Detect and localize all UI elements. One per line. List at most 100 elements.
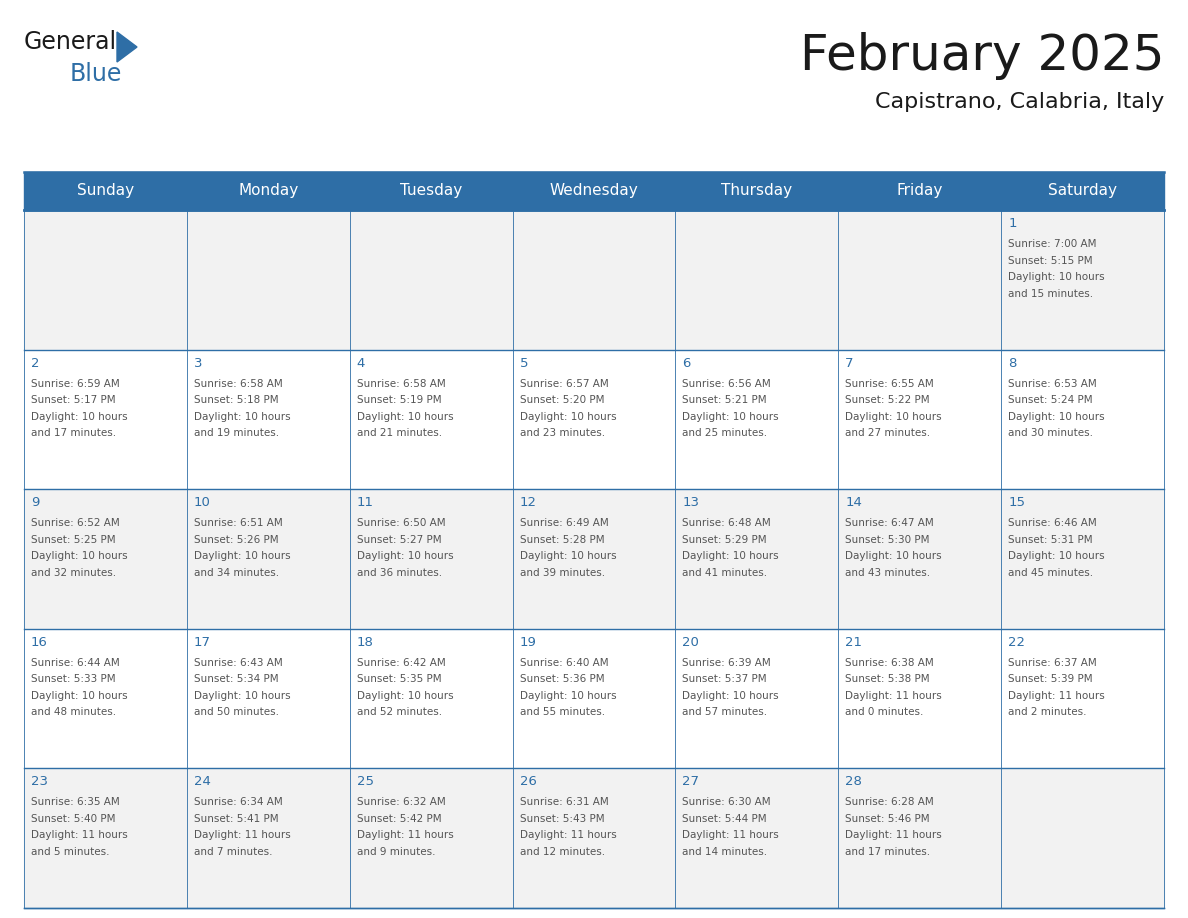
Text: Daylight: 10 hours: Daylight: 10 hours	[846, 411, 942, 421]
Text: Sunset: 5:27 PM: Sunset: 5:27 PM	[356, 534, 441, 544]
Text: Sunset: 5:39 PM: Sunset: 5:39 PM	[1009, 675, 1093, 684]
Text: Sunrise: 6:40 AM: Sunrise: 6:40 AM	[519, 658, 608, 667]
Text: Sunset: 5:18 PM: Sunset: 5:18 PM	[194, 395, 278, 405]
Text: 6: 6	[682, 356, 690, 370]
Text: Sunset: 5:38 PM: Sunset: 5:38 PM	[846, 675, 930, 684]
Text: Sunset: 5:46 PM: Sunset: 5:46 PM	[846, 814, 930, 823]
Text: Sunrise: 6:31 AM: Sunrise: 6:31 AM	[519, 798, 608, 808]
Text: Sunrise: 6:38 AM: Sunrise: 6:38 AM	[846, 658, 934, 667]
Text: Thursday: Thursday	[721, 184, 792, 198]
Text: Sunrise: 6:58 AM: Sunrise: 6:58 AM	[356, 378, 446, 388]
Text: Daylight: 10 hours: Daylight: 10 hours	[846, 551, 942, 561]
Text: 2: 2	[31, 356, 39, 370]
Text: and 14 minutes.: and 14 minutes.	[682, 847, 767, 856]
Text: 22: 22	[1009, 636, 1025, 649]
Bar	[839, 489, 1001, 629]
Text: and 23 minutes.: and 23 minutes.	[519, 428, 605, 438]
Text: Sunset: 5:30 PM: Sunset: 5:30 PM	[846, 534, 930, 544]
Bar	[676, 768, 839, 908]
Text: and 32 minutes.: and 32 minutes.	[31, 567, 116, 577]
Text: 18: 18	[356, 636, 373, 649]
Text: Sunrise: 6:53 AM: Sunrise: 6:53 AM	[1009, 378, 1097, 388]
Text: Capistrano, Calabria, Italy: Capistrano, Calabria, Italy	[874, 92, 1164, 112]
Text: Daylight: 11 hours: Daylight: 11 hours	[846, 831, 942, 840]
Text: 20: 20	[682, 636, 700, 649]
Bar	[24, 629, 187, 768]
Text: Daylight: 11 hours: Daylight: 11 hours	[519, 831, 617, 840]
Text: Sunrise: 6:51 AM: Sunrise: 6:51 AM	[194, 518, 283, 528]
Text: Sunrise: 6:28 AM: Sunrise: 6:28 AM	[846, 798, 934, 808]
Bar	[349, 350, 512, 489]
Text: Daylight: 11 hours: Daylight: 11 hours	[1009, 691, 1105, 700]
Bar	[512, 350, 676, 489]
Text: 11: 11	[356, 497, 374, 509]
Text: Daylight: 10 hours: Daylight: 10 hours	[682, 691, 779, 700]
Text: and 57 minutes.: and 57 minutes.	[682, 707, 767, 717]
Text: Sunset: 5:28 PM: Sunset: 5:28 PM	[519, 534, 605, 544]
Text: Sunset: 5:19 PM: Sunset: 5:19 PM	[356, 395, 441, 405]
Text: and 36 minutes.: and 36 minutes.	[356, 567, 442, 577]
Text: Sunrise: 6:34 AM: Sunrise: 6:34 AM	[194, 798, 283, 808]
Text: Sunrise: 6:49 AM: Sunrise: 6:49 AM	[519, 518, 608, 528]
Text: Sunrise: 6:48 AM: Sunrise: 6:48 AM	[682, 518, 771, 528]
Text: Sunrise: 6:44 AM: Sunrise: 6:44 AM	[31, 658, 120, 667]
Bar	[512, 629, 676, 768]
Text: Sunset: 5:22 PM: Sunset: 5:22 PM	[846, 395, 930, 405]
Bar	[1001, 768, 1164, 908]
Text: Sunrise: 6:50 AM: Sunrise: 6:50 AM	[356, 518, 446, 528]
Text: Daylight: 11 hours: Daylight: 11 hours	[846, 691, 942, 700]
Bar	[187, 210, 349, 350]
Text: 26: 26	[519, 776, 537, 789]
Text: Sunrise: 6:37 AM: Sunrise: 6:37 AM	[1009, 658, 1097, 667]
Text: Tuesday: Tuesday	[400, 184, 462, 198]
Bar	[676, 210, 839, 350]
Text: Daylight: 10 hours: Daylight: 10 hours	[194, 411, 291, 421]
Text: and 15 minutes.: and 15 minutes.	[1009, 288, 1093, 298]
Text: Daylight: 10 hours: Daylight: 10 hours	[194, 691, 291, 700]
Text: Sunset: 5:43 PM: Sunset: 5:43 PM	[519, 814, 605, 823]
Text: 3: 3	[194, 356, 202, 370]
Text: Sunrise: 6:56 AM: Sunrise: 6:56 AM	[682, 378, 771, 388]
Text: and 39 minutes.: and 39 minutes.	[519, 567, 605, 577]
Bar	[24, 350, 187, 489]
Text: Sunrise: 7:00 AM: Sunrise: 7:00 AM	[1009, 239, 1097, 249]
Text: and 45 minutes.: and 45 minutes.	[1009, 567, 1093, 577]
Bar	[512, 489, 676, 629]
Text: Sunset: 5:41 PM: Sunset: 5:41 PM	[194, 814, 278, 823]
Text: and 25 minutes.: and 25 minutes.	[682, 428, 767, 438]
Text: 7: 7	[846, 356, 854, 370]
Text: and 12 minutes.: and 12 minutes.	[519, 847, 605, 856]
Text: Sunset: 5:33 PM: Sunset: 5:33 PM	[31, 675, 115, 684]
Text: 27: 27	[682, 776, 700, 789]
Text: 21: 21	[846, 636, 862, 649]
Text: and 21 minutes.: and 21 minutes.	[356, 428, 442, 438]
Text: Blue: Blue	[70, 62, 122, 86]
Bar	[1001, 210, 1164, 350]
Bar	[676, 489, 839, 629]
Text: Daylight: 10 hours: Daylight: 10 hours	[519, 691, 617, 700]
Text: Wednesday: Wednesday	[550, 184, 638, 198]
Bar	[187, 629, 349, 768]
Text: Sunset: 5:15 PM: Sunset: 5:15 PM	[1009, 255, 1093, 265]
Text: and 9 minutes.: and 9 minutes.	[356, 847, 435, 856]
Text: 4: 4	[356, 356, 365, 370]
Bar	[24, 768, 187, 908]
Bar	[676, 629, 839, 768]
Text: General: General	[24, 30, 118, 54]
Text: Sunset: 5:37 PM: Sunset: 5:37 PM	[682, 675, 767, 684]
Text: Daylight: 10 hours: Daylight: 10 hours	[31, 691, 127, 700]
Bar	[1001, 350, 1164, 489]
Text: Sunday: Sunday	[77, 184, 134, 198]
Text: 13: 13	[682, 497, 700, 509]
Bar	[1001, 489, 1164, 629]
Bar	[187, 489, 349, 629]
Text: and 34 minutes.: and 34 minutes.	[194, 567, 279, 577]
Text: Daylight: 10 hours: Daylight: 10 hours	[356, 411, 454, 421]
Text: Sunrise: 6:46 AM: Sunrise: 6:46 AM	[1009, 518, 1097, 528]
Text: 17: 17	[194, 636, 210, 649]
Text: and 52 minutes.: and 52 minutes.	[356, 707, 442, 717]
Bar	[839, 629, 1001, 768]
Text: Sunset: 5:40 PM: Sunset: 5:40 PM	[31, 814, 115, 823]
Text: 28: 28	[846, 776, 862, 789]
Text: Daylight: 10 hours: Daylight: 10 hours	[519, 551, 617, 561]
